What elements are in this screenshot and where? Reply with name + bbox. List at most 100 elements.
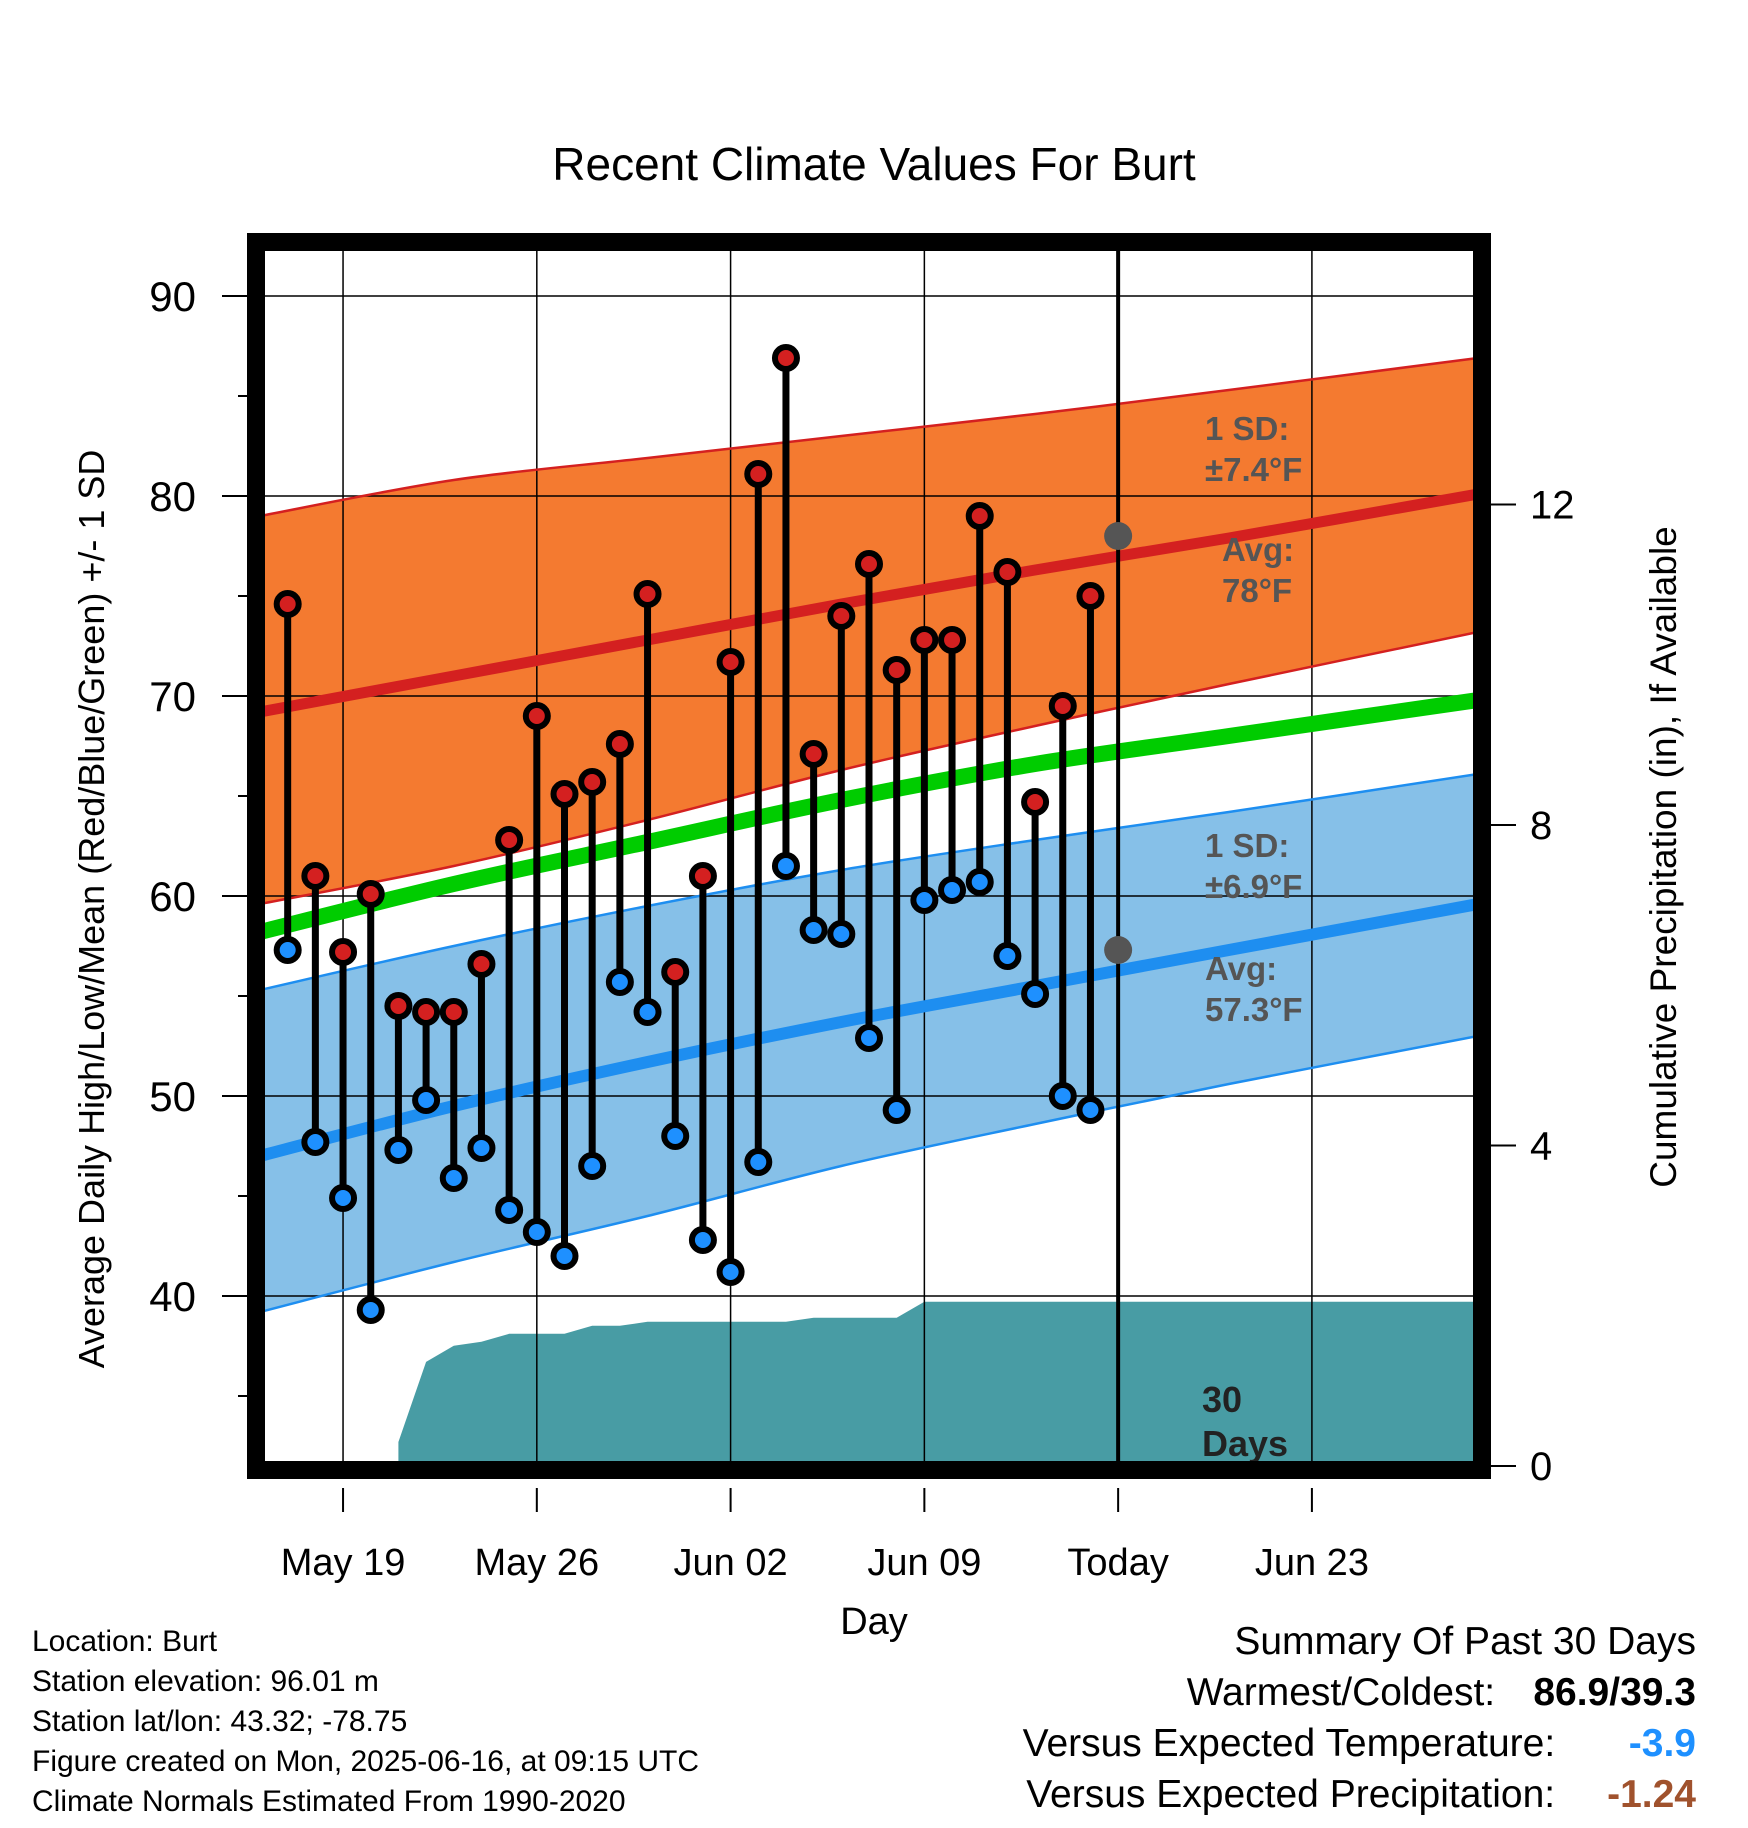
low-point: [799, 916, 828, 944]
high-point: [412, 998, 441, 1026]
latlon-text: Station lat/lon: 43.32; -78.75: [32, 1705, 408, 1738]
low-lower-line: [260, 1034, 1478, 1314]
high-point: [1076, 582, 1105, 610]
precip-value: -1.24: [1607, 1773, 1696, 1816]
precip-days-label: 30: [1202, 1379, 1242, 1420]
y-tick-label-40: 40: [149, 1273, 196, 1320]
y-tick-label-90: 90: [149, 273, 196, 320]
high-point: [965, 502, 994, 530]
high-point: [938, 626, 967, 654]
y2-axis-label: Cumulative Precipitation (in), If Availa…: [1643, 526, 1684, 1188]
high-point: [882, 656, 911, 684]
low-sd-label: ±6.9°F: [1205, 868, 1302, 905]
high-point: [439, 998, 468, 1026]
low-point: [716, 1258, 745, 1286]
high-avg-label: 78°F: [1222, 572, 1292, 609]
y2-tick-label-0: 0: [1530, 1445, 1552, 1489]
low-avg-marker: [1104, 936, 1133, 964]
x-axis-label: Day: [840, 1601, 908, 1643]
y-tick-label-80: 80: [149, 473, 196, 520]
high-point: [688, 862, 717, 890]
low-point: [495, 1196, 524, 1224]
low-sd-label: 1 SD:: [1205, 827, 1289, 864]
high-sd-label: 1 SD:: [1205, 410, 1289, 447]
summary-temp-row: Versus Expected Temperature: -3.9: [1023, 1718, 1696, 1769]
high-point: [329, 938, 358, 966]
y-tick-label-70: 70: [149, 673, 196, 720]
low-point: [938, 876, 967, 904]
high-point: [522, 702, 551, 730]
low-point: [1076, 1096, 1105, 1124]
high-avg-marker: [1104, 522, 1133, 550]
elevation-text: Station elevation: 96.01 m: [32, 1665, 379, 1698]
temp-value: -3.9: [1628, 1722, 1696, 1765]
high-point: [356, 880, 385, 908]
plot-frame: [247, 233, 1491, 1479]
high-point: [1048, 692, 1077, 720]
high-point: [661, 958, 690, 986]
low-point: [329, 1184, 358, 1212]
high-point: [495, 826, 524, 854]
x-tick-label-jun-09: Jun 09: [867, 1542, 981, 1584]
location-text: Location: Burt: [32, 1625, 218, 1658]
x-tick-label-jun-02: Jun 02: [674, 1542, 788, 1584]
y-tick-label-50: 50: [149, 1073, 196, 1120]
low-point: [633, 998, 662, 1026]
y2-tick-label-12: 12: [1530, 483, 1575, 527]
low-point: [910, 886, 939, 914]
low-point: [384, 1136, 413, 1164]
created-text: Figure created on Mon, 2025-06-16, at 09…: [32, 1745, 700, 1778]
high-point: [605, 730, 634, 758]
x-tick-label-jun-23: Jun 23: [1255, 1542, 1369, 1584]
high-point: [910, 626, 939, 654]
y-axis-label: Average Daily High/Low/Mean (Red/Blue/Gr…: [71, 450, 112, 1369]
low-point: [578, 1152, 607, 1180]
summary-precip-row: Versus Expected Precipitation: -1.24: [1023, 1769, 1696, 1820]
precip-area: [260, 1301, 1478, 1466]
low-point: [605, 968, 634, 996]
precip-label: Versus Expected Precipitation:: [1026, 1773, 1556, 1816]
high-point: [467, 950, 496, 978]
high-point: [799, 740, 828, 768]
summary-title: Summary Of Past 30 Days: [1234, 1620, 1696, 1663]
low-point: [965, 868, 994, 896]
high-point: [771, 344, 800, 372]
y-tick-label-60: 60: [149, 873, 196, 920]
normals-text: Climate Normals Estimated From 1990-2020: [32, 1785, 626, 1818]
high-point: [827, 602, 856, 630]
y2-tick-label-8: 8: [1530, 804, 1552, 848]
low-point: [412, 1086, 441, 1114]
high-point: [301, 862, 330, 890]
x-tick-label-today: Today: [1067, 1542, 1168, 1584]
low-point: [744, 1148, 773, 1176]
low-point: [550, 1242, 579, 1270]
summary-warmest-row: Warmest/Coldest: 86.9/39.3: [1023, 1667, 1696, 1718]
chart-title: Recent Climate Values For Burt: [552, 138, 1196, 190]
y2-tick-label-4: 4: [1530, 1124, 1552, 1168]
low-point: [273, 936, 302, 964]
high-point: [744, 460, 773, 488]
high-point: [273, 590, 302, 618]
low-point: [467, 1134, 496, 1162]
summary-panel: Summary Of Past 30 Days Warmest/Coldest:…: [1023, 1616, 1696, 1820]
low-point: [1021, 980, 1050, 1008]
low-avg-label: 57.3°F: [1205, 991, 1303, 1028]
low-point: [993, 942, 1022, 970]
low-point: [855, 1024, 883, 1052]
low-point: [661, 1122, 690, 1150]
station-info: Location: Burt Station elevation: 96.01 …: [32, 1622, 699, 1822]
high-point: [384, 992, 413, 1020]
precip-days-label: Days: [1202, 1423, 1288, 1464]
low-avg-label: Avg:: [1205, 950, 1277, 987]
warmest-label: Warmest/Coldest:: [1186, 1671, 1496, 1714]
temp-label: Versus Expected Temperature:: [1022, 1722, 1556, 1765]
high-point: [633, 580, 662, 608]
x-tick-label-may-26: May 26: [475, 1542, 600, 1584]
high-upper-line: [260, 356, 1478, 518]
high-point: [1021, 788, 1050, 816]
low-point: [827, 920, 856, 948]
low-point: [439, 1164, 468, 1192]
x-tick-label-may-19: May 19: [281, 1542, 406, 1584]
high-point: [716, 648, 745, 676]
